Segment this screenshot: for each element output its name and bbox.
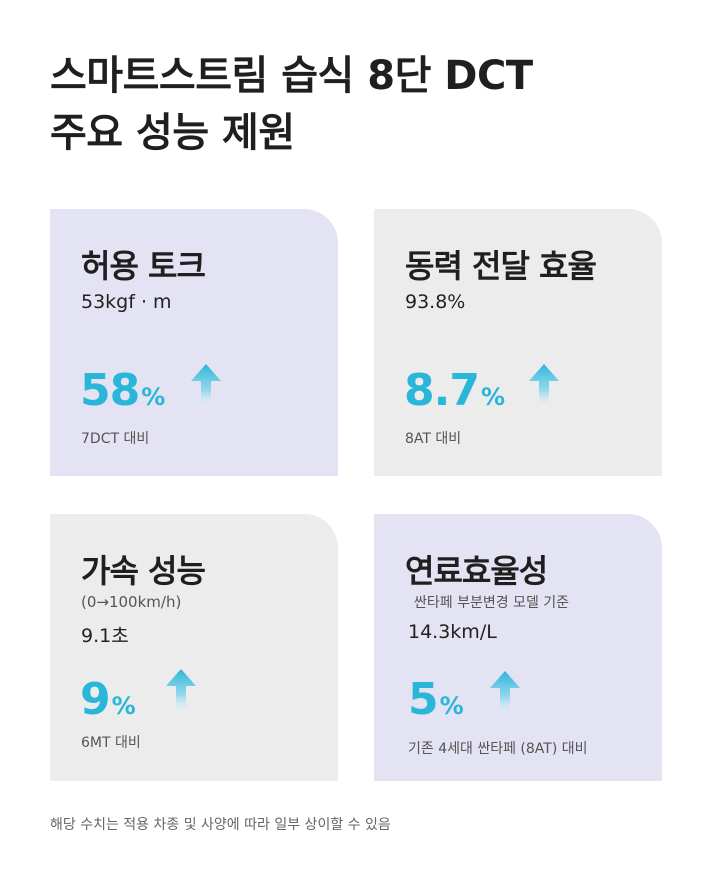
page-title-line1: 스마트스트림 습식 8단 DCT <box>50 53 533 99</box>
card-title: 동력 전달 효율 <box>405 247 597 285</box>
card-allowable-torque: 허용 토크 53kgf · m 58% 7DCT 대비 <box>50 209 338 476</box>
percent-number: 9 <box>80 674 111 725</box>
card-value: 9.1초 <box>81 625 129 647</box>
percent-number: 5 <box>408 674 439 725</box>
card-value: 53kgf · m <box>81 291 172 313</box>
footnote: 해당 수치는 적용 차종 및 사양에 따라 일부 상이할 수 있음 <box>50 817 391 833</box>
card-subtitle: 싼타페 부분변경 모델 기준 <box>414 595 570 611</box>
card-subtitle: (0→100km/h) <box>81 593 182 611</box>
comparison-note: 7DCT 대비 <box>81 431 150 447</box>
percent-number: 8.7 <box>404 365 480 416</box>
card-title: 가속 성능 <box>81 552 206 590</box>
page-title-line2: 주요 성능 제원 <box>50 110 295 156</box>
improvement-percent: 9% <box>80 678 136 722</box>
comparison-note: 기존 4세대 싼타페 (8AT) 대비 <box>408 741 588 757</box>
card-title: 연료효율성 <box>405 552 548 590</box>
percent-sign: % <box>141 383 166 411</box>
improvement-percent: 58% <box>80 369 165 413</box>
card-value: 14.3km/L <box>408 621 497 643</box>
card-power-efficiency: 동력 전달 효율 93.8% 8.7% 8AT 대비 <box>374 209 662 476</box>
comparison-note: 8AT 대비 <box>405 431 462 447</box>
card-fuel-efficiency: 연료효율성 싼타페 부분변경 모델 기준 14.3km/L 5% 기존 4세대 … <box>374 514 662 781</box>
comparison-note: 6MT 대비 <box>81 735 141 751</box>
percent-number: 58 <box>80 365 140 416</box>
percent-sign: % <box>111 692 136 720</box>
improvement-percent: 5% <box>408 678 464 722</box>
page-title: 스마트스트림 습식 8단 DCT 주요 성능 제원 <box>50 48 533 162</box>
up-arrow-icon <box>529 364 559 411</box>
up-arrow-icon <box>490 671 520 718</box>
card-title: 허용 토크 <box>81 247 206 285</box>
improvement-percent: 8.7% <box>404 369 505 413</box>
up-arrow-icon <box>166 669 196 716</box>
up-arrow-icon <box>191 364 221 411</box>
percent-sign: % <box>439 692 464 720</box>
card-acceleration: 가속 성능 (0→100km/h) 9.1초 9% 6MT 대비 <box>50 514 338 781</box>
percent-sign: % <box>480 383 505 411</box>
card-value: 93.8% <box>405 291 466 313</box>
